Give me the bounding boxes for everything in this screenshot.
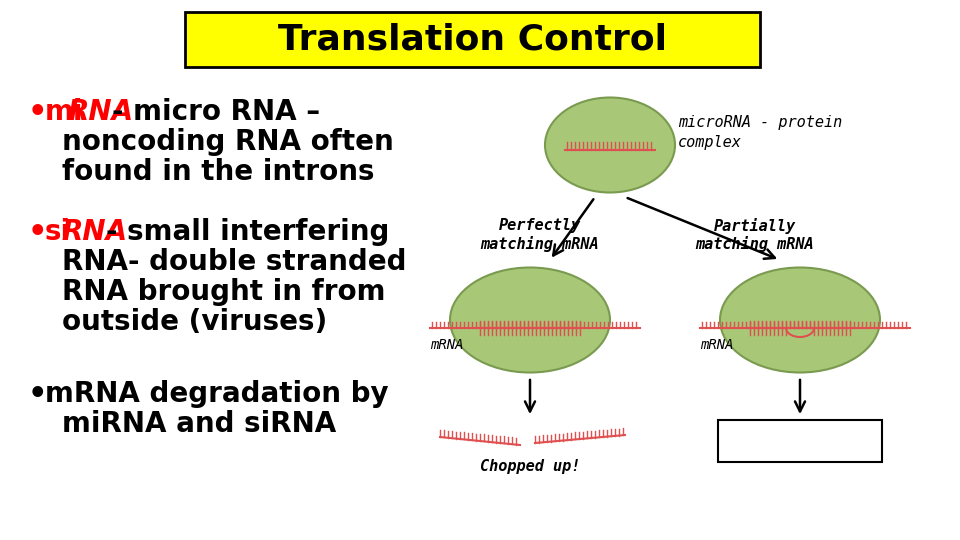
Text: •: • [28, 218, 47, 247]
Ellipse shape [720, 267, 880, 373]
Text: - micro RNA –: - micro RNA – [112, 98, 320, 126]
Text: - small interfering: - small interfering [106, 218, 390, 246]
Text: •: • [28, 380, 47, 409]
Ellipse shape [545, 98, 675, 192]
FancyBboxPatch shape [718, 420, 882, 462]
Ellipse shape [450, 267, 610, 373]
FancyBboxPatch shape [185, 12, 760, 67]
Text: Chopped up!: Chopped up! [480, 459, 580, 474]
Text: Partially
matching mRNA: Partially matching mRNA [696, 218, 814, 252]
Text: No translation: No translation [730, 432, 870, 450]
Text: Perfectly
matching mRNA: Perfectly matching mRNA [481, 218, 599, 252]
Text: RNA brought in from: RNA brought in from [62, 278, 386, 306]
Text: RNA: RNA [67, 98, 133, 126]
Text: complex: complex [678, 136, 742, 151]
Text: mRNA: mRNA [430, 338, 464, 352]
Text: si: si [45, 218, 71, 246]
Text: noncoding RNA often: noncoding RNA often [62, 128, 394, 156]
Text: outside (viruses): outside (viruses) [62, 308, 327, 336]
Text: microRNA - protein: microRNA - protein [678, 116, 842, 131]
Text: mi: mi [45, 98, 84, 126]
Text: mRNA: mRNA [700, 338, 733, 352]
Text: RNA: RNA [61, 218, 127, 246]
Text: miRNA and siRNA: miRNA and siRNA [62, 410, 336, 438]
Text: mRNA degradation by: mRNA degradation by [45, 380, 389, 408]
Text: RNA- double stranded: RNA- double stranded [62, 248, 406, 276]
Text: Translation Control: Translation Control [278, 23, 667, 57]
Text: found in the introns: found in the introns [62, 158, 374, 186]
Text: •: • [28, 98, 47, 127]
